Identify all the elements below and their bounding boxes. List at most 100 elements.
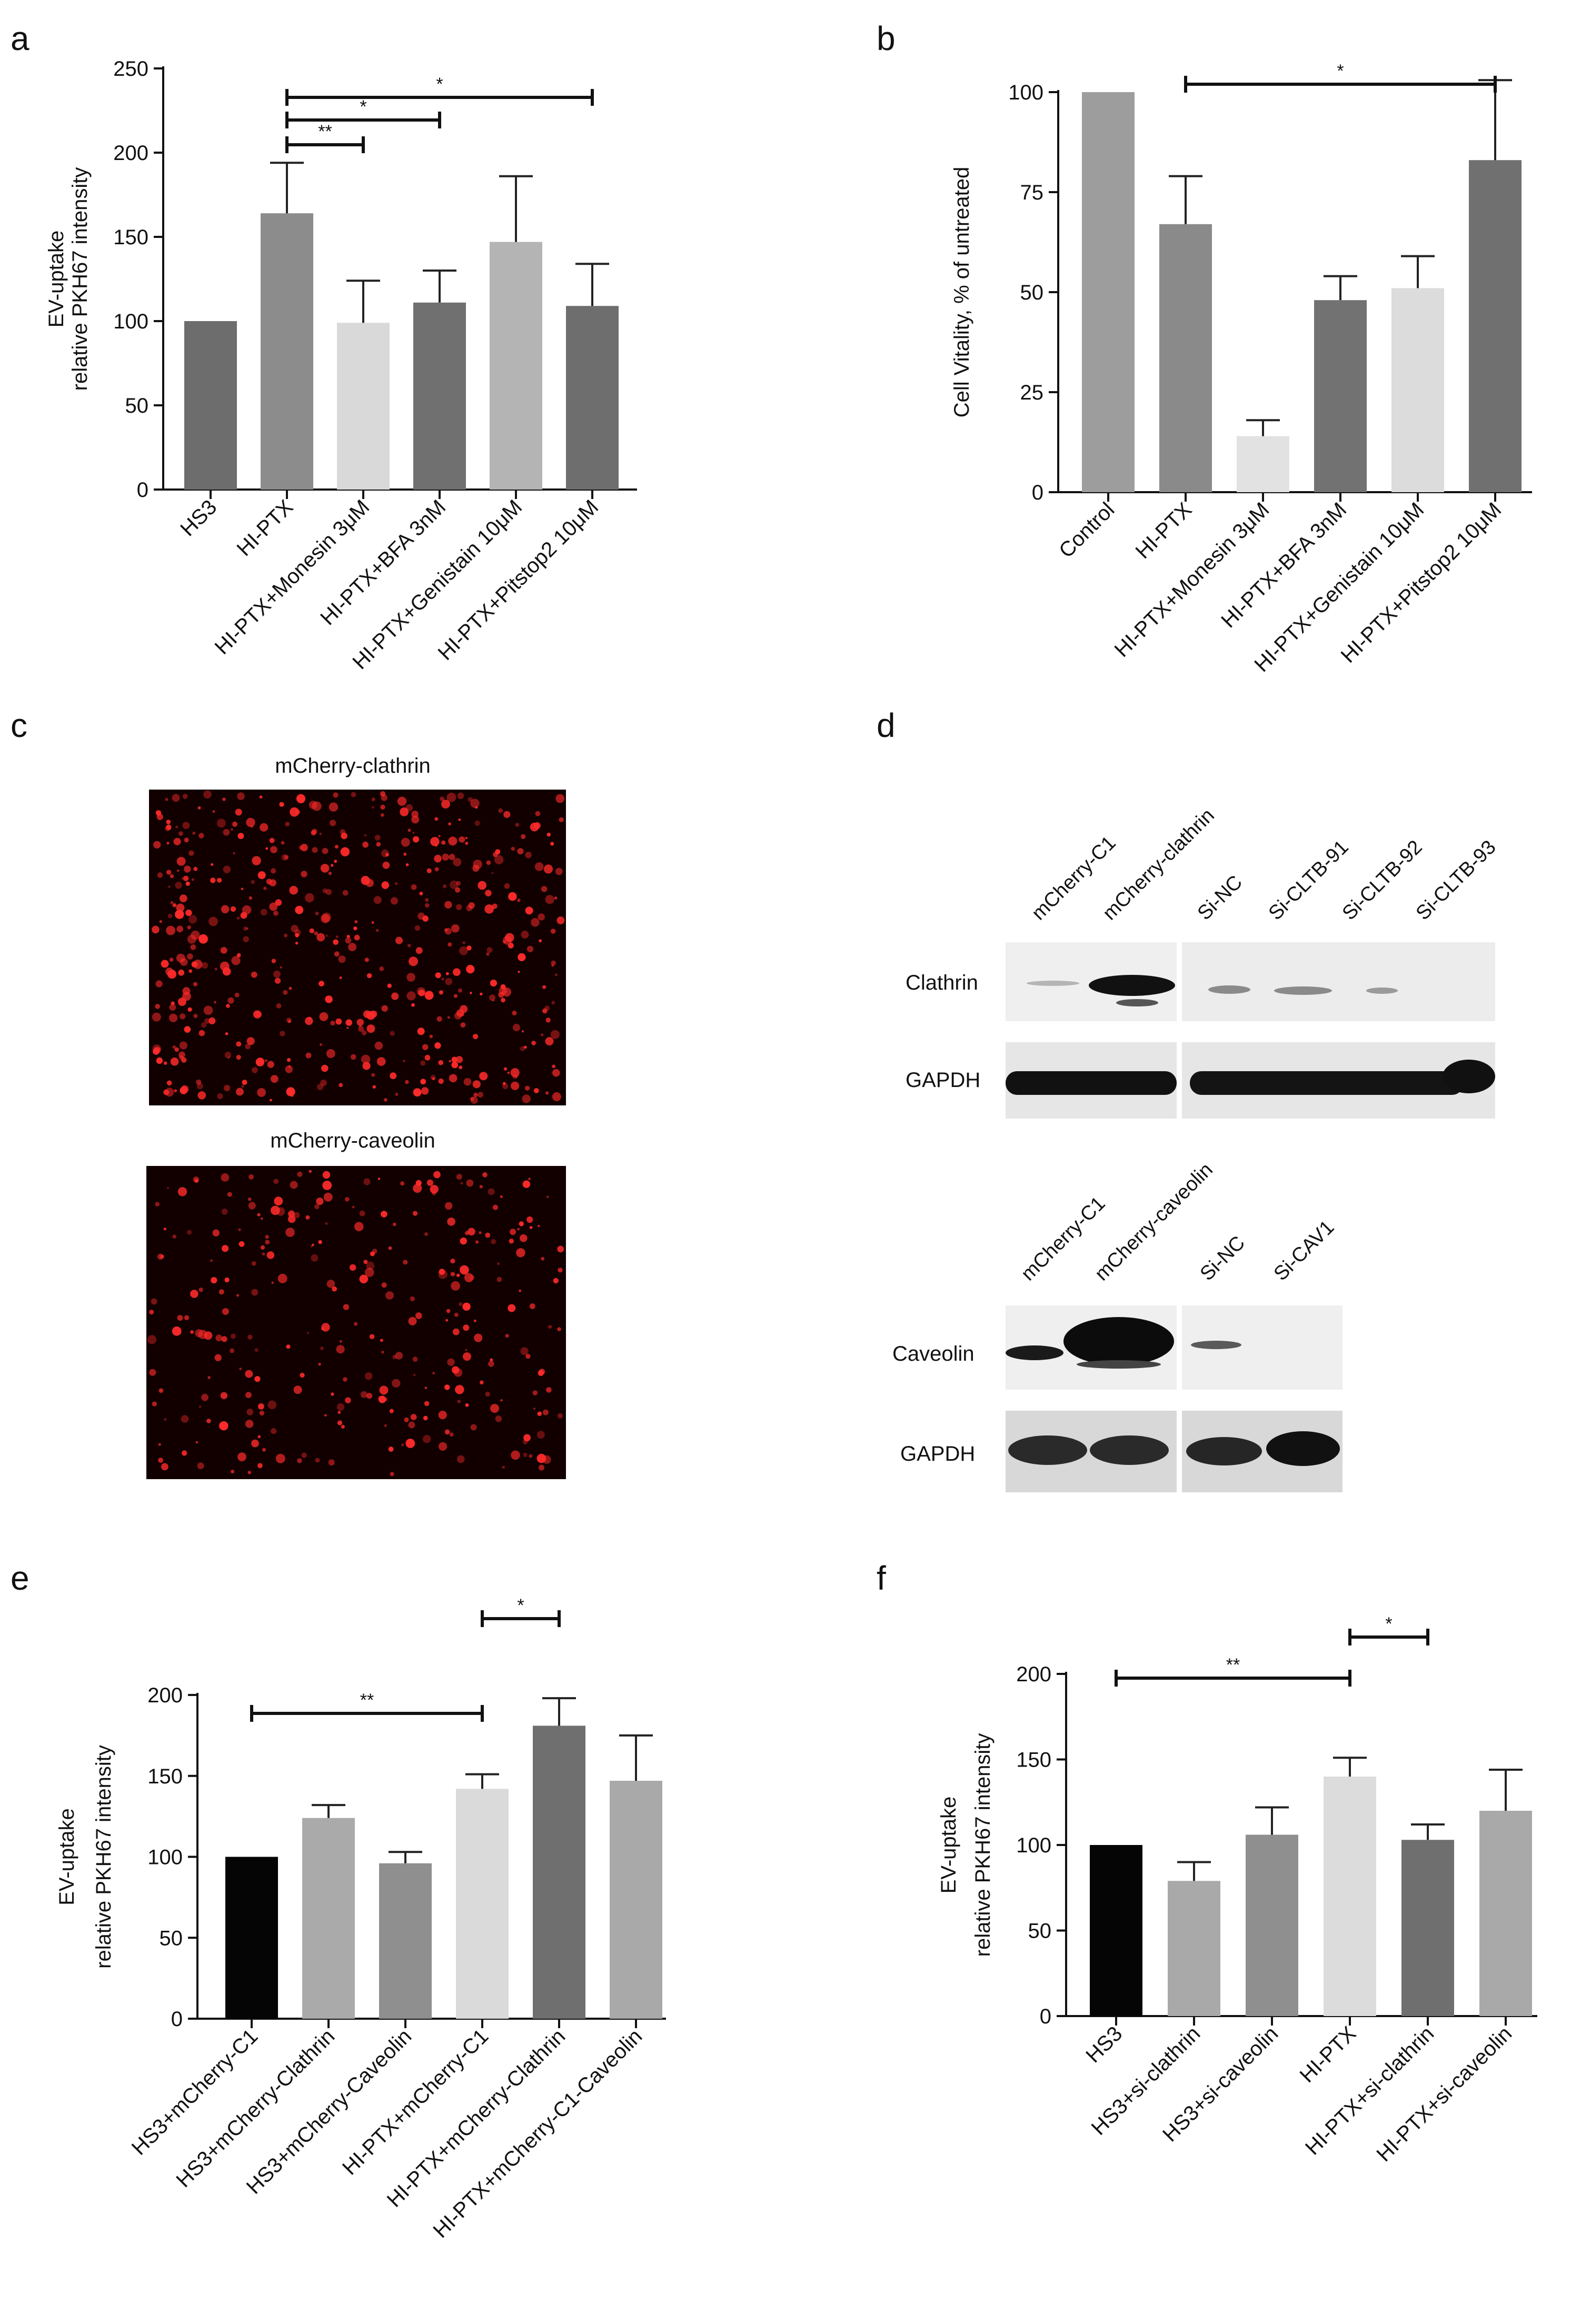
punctum	[496, 1276, 502, 1282]
punctum	[390, 1031, 395, 1036]
y-tick-label-f-4: 200	[1016, 1663, 1051, 1686]
punctum	[175, 910, 184, 919]
y-tick-label-f-1: 50	[1028, 1920, 1052, 1943]
punctum	[350, 1054, 356, 1060]
bar-a-4	[490, 242, 542, 490]
bar-f-0	[1090, 1845, 1142, 2016]
punctum	[405, 863, 409, 866]
punctum	[455, 1056, 463, 1063]
punctum	[284, 933, 288, 937]
punctum	[533, 1088, 539, 1093]
punctum	[300, 1372, 305, 1378]
punctum	[525, 852, 532, 859]
punctum	[420, 1060, 426, 1066]
punctum	[342, 890, 349, 896]
punctum	[529, 1226, 533, 1229]
punctum	[550, 842, 554, 846]
punctum	[435, 972, 441, 979]
punctum	[167, 913, 173, 919]
punctum	[445, 1319, 449, 1322]
punctum	[525, 1085, 530, 1091]
punctum	[273, 911, 279, 916]
punctum	[336, 1403, 345, 1411]
punctum	[236, 953, 241, 957]
punctum	[273, 1179, 279, 1184]
punctum	[227, 1192, 232, 1197]
punctum	[529, 1303, 535, 1309]
punctum	[424, 1401, 430, 1407]
punctum	[164, 1418, 167, 1421]
punctum	[521, 931, 529, 939]
punctum	[324, 1414, 327, 1417]
punctum	[261, 1217, 263, 1220]
punctum	[330, 820, 336, 826]
punctum	[424, 1054, 431, 1061]
punctum	[246, 1037, 255, 1045]
punctum	[439, 990, 444, 995]
punctum	[488, 1361, 494, 1367]
punctum	[430, 1074, 436, 1080]
punctum	[216, 819, 226, 828]
punctum	[343, 1377, 347, 1382]
punctum	[546, 1387, 552, 1393]
punctum	[523, 1452, 528, 1458]
punctum	[271, 1428, 277, 1434]
punctum	[360, 1391, 367, 1398]
y-tick-label-f-3: 150	[1016, 1749, 1051, 1772]
category-label-f-4: HI-PTX+si-clathrin	[1301, 2022, 1438, 2159]
punctum	[491, 1239, 496, 1244]
punctum	[247, 1471, 251, 1474]
punctum	[366, 1024, 375, 1033]
punctum	[346, 1026, 349, 1029]
punctum	[500, 1195, 503, 1199]
significance-bracket-f-0	[1115, 1670, 1351, 1687]
significance-bracket-a-0	[285, 136, 365, 153]
punctum	[293, 1385, 302, 1394]
punctum	[271, 1281, 274, 1284]
punctum	[214, 967, 217, 971]
punctum	[270, 846, 277, 853]
bar-f-2	[1246, 1834, 1298, 2016]
punctum	[168, 885, 171, 888]
punctum	[328, 1459, 335, 1466]
punctum	[474, 820, 480, 826]
punctum	[163, 1061, 167, 1065]
punctum	[275, 899, 282, 906]
punctum	[220, 947, 227, 954]
punctum	[389, 1409, 394, 1413]
punctum	[260, 1245, 265, 1250]
punctum	[403, 852, 407, 856]
punctum	[224, 1051, 232, 1059]
punctum	[554, 896, 558, 900]
punctum	[194, 1179, 198, 1183]
punctum	[222, 1245, 229, 1252]
punctum	[285, 1228, 295, 1237]
punctum	[409, 956, 418, 966]
punctum	[455, 1385, 464, 1394]
punctum	[406, 973, 415, 982]
punctum	[182, 1450, 187, 1456]
punctum	[286, 1087, 295, 1096]
punctum	[381, 1211, 387, 1218]
punctum	[369, 1334, 375, 1339]
punctum	[543, 864, 553, 874]
punctum	[149, 1310, 154, 1315]
category-label-a-3: HI-PTX+BFA 3nM	[316, 495, 450, 630]
punctum	[201, 1393, 208, 1401]
punctum	[295, 933, 300, 937]
significance-bracket-b-0	[1184, 76, 1497, 93]
punctum	[404, 1417, 409, 1422]
punctum	[403, 1060, 405, 1062]
punctum	[523, 1434, 531, 1442]
y-tick-label-a-2: 100	[113, 310, 148, 333]
punctum	[359, 1210, 365, 1216]
punctum	[424, 991, 434, 1000]
significance-label-a-2: *	[436, 74, 443, 94]
punctum	[473, 1034, 479, 1040]
lane-label-top-2: Si-NC	[1194, 871, 1247, 924]
punctum	[269, 902, 278, 911]
significance-label-f-0: **	[1226, 1655, 1240, 1675]
punctum	[320, 1079, 327, 1086]
punctum	[166, 870, 172, 875]
